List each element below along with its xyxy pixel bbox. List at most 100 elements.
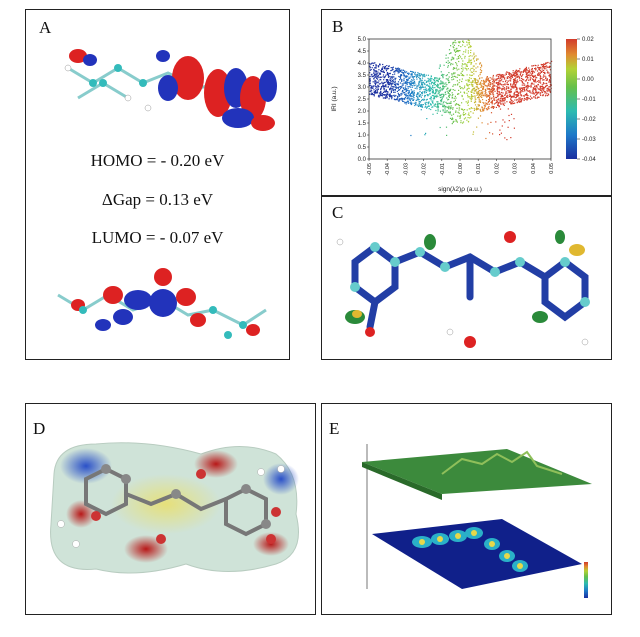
iri-point — [479, 101, 482, 103]
iri-point — [471, 71, 473, 73]
iri-point — [410, 96, 412, 98]
iri-point — [526, 89, 528, 91]
iri-point — [396, 98, 398, 100]
iri-point — [454, 67, 456, 69]
iri-point — [475, 78, 477, 80]
iri-point — [458, 89, 460, 91]
iri-point — [408, 73, 410, 75]
iri-point — [434, 77, 436, 79]
iri-point — [393, 71, 395, 73]
iri-point — [501, 98, 503, 100]
iri-point — [449, 81, 451, 83]
iri-point — [399, 98, 402, 100]
iri-point — [467, 117, 469, 119]
iri-point — [491, 101, 493, 103]
iri-point — [430, 77, 432, 79]
iri-point — [534, 88, 537, 90]
iri-point — [519, 98, 521, 100]
iri-point — [452, 94, 454, 96]
panel-e-label: E — [329, 419, 340, 438]
iri-point — [387, 93, 389, 95]
iri-point — [371, 90, 373, 92]
iri-point — [534, 96, 536, 98]
iri-point — [447, 106, 449, 108]
iri-point — [500, 93, 502, 95]
iri-point — [500, 74, 502, 76]
iri-point — [508, 95, 510, 97]
iri-point — [467, 85, 469, 87]
iri-point — [449, 111, 451, 113]
iri-point — [426, 94, 428, 96]
iri-point — [419, 90, 421, 92]
iri-point — [391, 77, 394, 79]
iri-point — [416, 76, 418, 78]
iri-point — [478, 90, 480, 92]
iri-point — [397, 72, 399, 74]
iri-point — [527, 70, 529, 72]
iri-point — [435, 96, 438, 98]
iri-point — [404, 102, 406, 104]
iri-point — [383, 66, 386, 68]
iri-point — [397, 87, 399, 89]
iri-point — [424, 134, 426, 136]
iri-point — [414, 73, 416, 75]
iri-point — [495, 82, 497, 84]
iri-point — [462, 69, 464, 71]
y-tick-label: 0.5 — [358, 145, 367, 151]
iri-point — [449, 106, 451, 108]
iri-point — [407, 86, 409, 88]
iri-point — [409, 76, 411, 78]
iri-point — [452, 63, 454, 65]
x-tick-label: 0.04 — [531, 163, 537, 174]
iri-point — [400, 86, 402, 88]
iri-point — [460, 67, 463, 70]
iri-point — [546, 95, 549, 97]
iri-point — [540, 71, 542, 73]
iri-point — [523, 95, 525, 97]
iri-point — [526, 84, 528, 87]
iri-point — [401, 86, 403, 89]
iri-point — [418, 84, 420, 86]
iri-point — [492, 86, 494, 88]
iri-point — [490, 83, 492, 86]
iri-point — [411, 74, 413, 76]
iri-point — [457, 74, 459, 76]
iri-point — [498, 105, 500, 107]
iri-point — [412, 82, 414, 84]
iri-point — [531, 70, 533, 73]
iri-point — [418, 73, 420, 75]
iri-point — [427, 80, 429, 82]
iri-point — [404, 75, 406, 77]
iri-point — [439, 110, 441, 112]
iri-point — [456, 121, 458, 123]
iri-point — [538, 81, 540, 84]
iri-point — [543, 88, 545, 90]
iri-point — [502, 101, 504, 103]
iri-point — [544, 75, 546, 77]
iri-point — [384, 68, 386, 70]
iri-point — [531, 65, 533, 67]
iri-point — [490, 107, 492, 109]
iri-point — [487, 79, 489, 81]
iri-point — [535, 69, 537, 71]
iri-point — [387, 68, 389, 70]
iri-point — [546, 78, 548, 80]
iri-point — [535, 81, 537, 83]
iri-point — [507, 126, 509, 128]
iri-point — [430, 96, 432, 98]
iri-point — [429, 85, 431, 87]
iri-point — [502, 81, 504, 83]
iri-point — [458, 109, 460, 111]
iri-point — [410, 81, 412, 83]
iri-point — [477, 93, 479, 95]
iri-point — [434, 93, 437, 95]
iri-point — [542, 83, 544, 85]
iri-point — [424, 88, 427, 90]
iri-point — [464, 45, 466, 48]
iri-point — [476, 107, 478, 110]
iri-point — [371, 92, 374, 94]
iri-point — [495, 96, 497, 99]
iri-point — [442, 96, 444, 98]
iri-point — [408, 90, 410, 92]
iri-point — [423, 86, 425, 88]
